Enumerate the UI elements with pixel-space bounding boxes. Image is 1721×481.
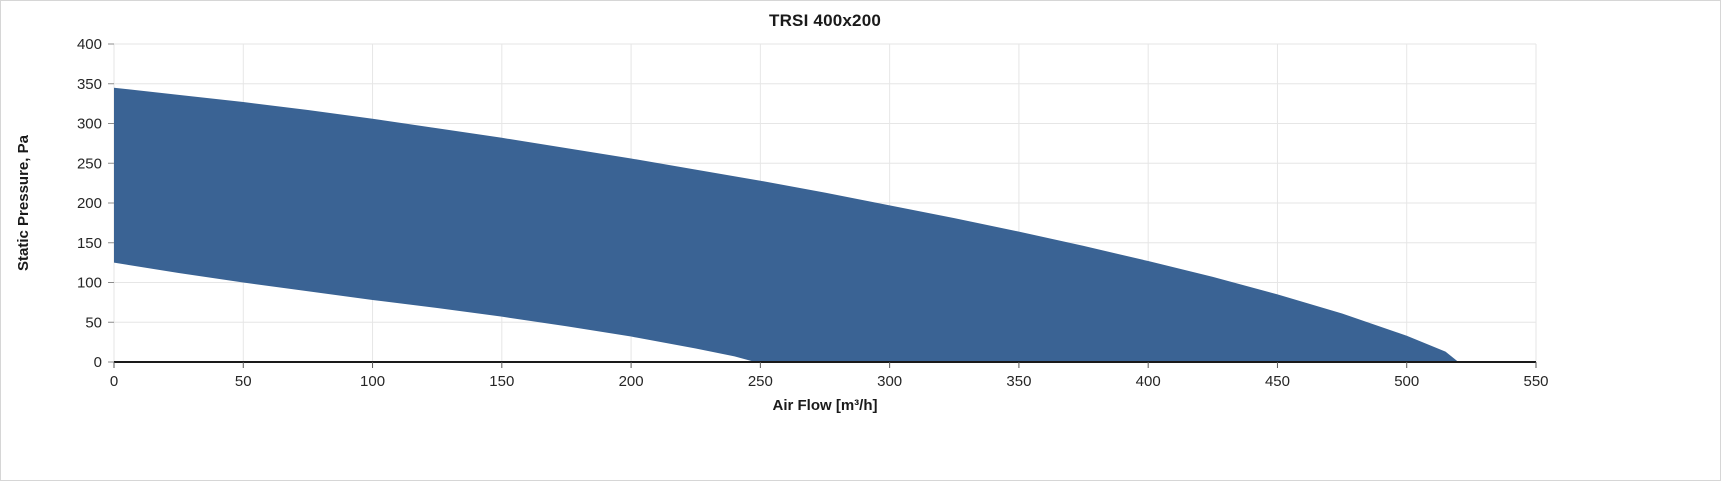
operating-range-area xyxy=(114,87,1459,362)
y-tick-label: 150 xyxy=(77,235,102,252)
y-tick-label: 200 xyxy=(77,195,102,212)
x-tick-label: 450 xyxy=(1265,373,1290,390)
chart-title: TRSI 400x200 xyxy=(768,11,882,30)
y-tick-label: 250 xyxy=(77,155,102,172)
y-tick-label: 300 xyxy=(77,116,102,133)
y-tick-label: 400 xyxy=(77,36,102,53)
x-tick-label: 500 xyxy=(1394,373,1419,390)
x-tick-label: 150 xyxy=(489,373,514,390)
x-tick-label: 250 xyxy=(748,373,773,390)
x-tick-label: 100 xyxy=(360,373,385,390)
x-tick-label: 50 xyxy=(235,373,252,390)
x-tick-label: 0 xyxy=(110,373,118,390)
y-tick-label: 0 xyxy=(94,354,102,371)
x-tick-label: 200 xyxy=(619,373,644,390)
x-axis-label: Air Flow [m³/h] xyxy=(772,397,878,414)
x-tick-label: 550 xyxy=(1523,373,1548,390)
y-tick-label: 350 xyxy=(77,76,102,93)
y-tick-label: 100 xyxy=(77,275,102,292)
x-tick-label: 350 xyxy=(1006,373,1031,390)
x-tick-label: 300 xyxy=(877,373,902,390)
y-tick-label: 50 xyxy=(85,314,102,331)
x-tick-label: 400 xyxy=(1136,373,1161,390)
